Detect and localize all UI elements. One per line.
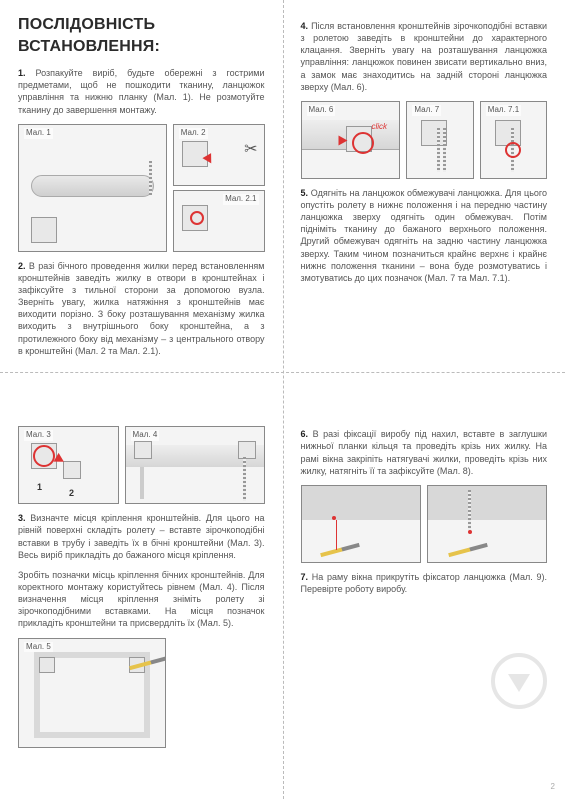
- bracket-icon: [238, 441, 256, 459]
- step-4-text: Після встановлення кронштейнів зірочкопо…: [301, 21, 548, 92]
- chain-icon: [243, 457, 246, 501]
- scissors-icon: ✂: [244, 139, 257, 161]
- bracket-icon: [31, 217, 57, 243]
- bracket-icon: [495, 120, 521, 146]
- blind-bottom-icon: [302, 486, 420, 520]
- step-3b-text: Зробіть позначки місць кріплення бічних …: [18, 570, 265, 629]
- red-circle-icon: [352, 132, 374, 154]
- step-5-text: Одягніть на ланцюжок обмежувачі ланцюжка…: [301, 188, 548, 283]
- bracket-icon: [63, 461, 81, 479]
- click-label: click: [372, 122, 388, 133]
- fig-row-1-2: Мал. 1 Мал. 2 ✂ Мал. 2.1: [18, 124, 265, 252]
- watermark-icon: [491, 653, 547, 709]
- fig-row-5: Мал. 5: [18, 638, 265, 748]
- quadrant-bottom-left: Мал. 3 1 2 Мал. 4 3. Визначте місця кріп…: [0, 408, 283, 799]
- roller-shape-icon: [31, 175, 154, 197]
- step-7: 7. На раму вікна прикрутіть фіксатор лан…: [301, 571, 548, 595]
- step-3b: Зробіть позначки місць кріплення бічних …: [18, 569, 265, 630]
- figure-7: Мал. 7: [406, 101, 473, 179]
- red-dot-icon: [468, 530, 472, 534]
- figure-1: Мал. 1: [18, 124, 167, 252]
- bracket-icon: [134, 441, 152, 459]
- step-6-text: В разі фіксації виробу під нахил, вставт…: [301, 429, 548, 475]
- screwdriver-icon: [320, 543, 360, 557]
- chain-icon: [437, 128, 440, 172]
- figure-6: Мал. 6 click: [301, 101, 401, 179]
- step-2-text: В разі бічного проведення жилки перед вс…: [18, 261, 265, 356]
- red-circle-icon: [505, 142, 521, 158]
- fig-row-3-4: Мал. 3 1 2 Мал. 4: [18, 426, 265, 504]
- page-number: 2: [551, 782, 555, 793]
- figure-2-1: Мал. 2.1: [173, 190, 265, 252]
- chain-icon: [149, 161, 152, 195]
- red-circle-icon: [190, 211, 204, 225]
- chain-icon: [468, 490, 471, 530]
- fig-row-8-9: Мал. 8 Мал. 9: [301, 485, 548, 563]
- figure-2: Мал. 2 ✂: [173, 124, 265, 186]
- red-line-icon: [336, 520, 337, 550]
- step-1: 1. Розпакуйте виріб, будьте обережні з г…: [18, 67, 265, 116]
- figure-8: Мал. 8: [301, 485, 421, 563]
- figure-4: Мал. 4: [125, 426, 265, 504]
- figure-2-caption: Мал. 2: [179, 128, 208, 139]
- bracket-icon: [39, 657, 55, 673]
- quadrant-top-right: 4. Після встановлення кронштейнів зірочк…: [283, 0, 565, 408]
- figure-7-1-caption: Мал. 7.1: [486, 105, 521, 116]
- red-arrow-icon: [338, 135, 347, 145]
- instruction-page: ПОСЛІДОВНІСТЬ ВСТАНОВЛЕННЯ: 1. Розпакуйт…: [0, 0, 565, 799]
- step-4: 4. Після встановлення кронштейнів зірочк…: [301, 20, 548, 93]
- step-3a-text: Визначте місця кріплення кронштейнів. Дл…: [18, 513, 265, 559]
- figure-2-1-caption: Мал. 2.1: [223, 194, 258, 205]
- figure-5: Мал. 5: [18, 638, 166, 748]
- figure-7-caption: Мал. 7: [412, 105, 441, 116]
- download-triangle-icon: [508, 674, 530, 692]
- chain-icon: [443, 128, 446, 172]
- step-7-text: На раму вікна прикрутіть фіксатор ланцюж…: [301, 572, 548, 594]
- figure-9: Мал. 9: [427, 485, 547, 563]
- figure-3: Мал. 3 1 2: [18, 426, 119, 504]
- step-1-text: Розпакуйте виріб, будьте обережні з гост…: [18, 68, 265, 114]
- step-3a: 3. Визначте місця кріплення кронштейнів.…: [18, 512, 265, 561]
- bracket-icon: [182, 141, 208, 167]
- blind-bottom-icon: [428, 486, 546, 520]
- step-5: 5. Одягніть на ланцюжок обмежувачі ланцю…: [301, 187, 548, 284]
- fig-row-6-7: Мал. 6 click Мал. 7 Мал. 7.1: [301, 101, 548, 179]
- callout-2: 2: [69, 487, 74, 499]
- step-6: 6. В разі фіксації виробу під нахил, вст…: [301, 428, 548, 477]
- figure-7-1: Мал. 7.1: [480, 101, 547, 179]
- page-title: ПОСЛІДОВНІСТЬ ВСТАНОВЛЕННЯ:: [18, 14, 265, 57]
- step-2: 2. В разі бічного проведення жилки перед…: [18, 260, 265, 357]
- callout-1: 1: [37, 481, 42, 493]
- figure-4-caption: Мал. 4: [131, 430, 160, 441]
- screwdriver-icon: [448, 543, 488, 557]
- figure-3-caption: Мал. 3: [24, 430, 53, 441]
- quadrant-bottom-right: 6. В разі фіксації виробу під нахил, вст…: [283, 408, 565, 799]
- figure-6-caption: Мал. 6: [307, 105, 336, 116]
- quadrant-top-left: ПОСЛІДОВНІСТЬ ВСТАНОВЛЕННЯ: 1. Розпакуйт…: [0, 0, 283, 408]
- frame-edge-icon: [140, 467, 144, 499]
- figure-1-caption: Мал. 1: [24, 128, 53, 139]
